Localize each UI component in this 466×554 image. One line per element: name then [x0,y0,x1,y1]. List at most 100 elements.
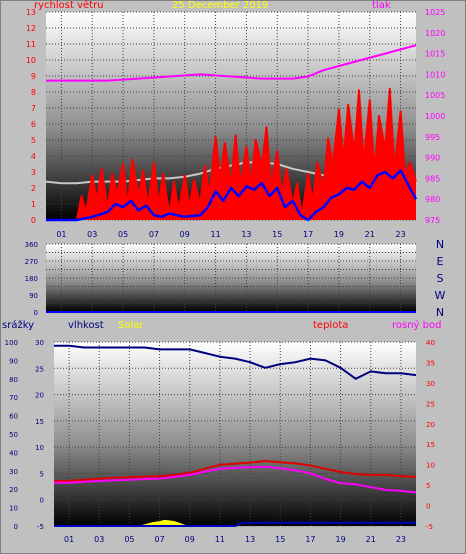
chart1-left-tick-label: 1 [31,200,36,209]
chart3-temp-tick-label: 35 [426,359,435,367]
chart3-x-tick-label: 21 [366,535,376,544]
chart1-left-tick-label: 3 [31,168,36,177]
chart3-x-tick-label: 13 [245,535,255,544]
chart3-humidity-tick-label: 0 [14,523,18,531]
chart3-inner-tick-label: 30 [35,339,44,347]
chart1-x-tick-label: 19 [334,230,344,239]
chart3-inner-tick-label: -5 [37,523,44,531]
chart3-temp-tick-label: 20 [426,421,435,429]
chart1-gust_dark-line [46,169,418,222]
chart3-humidity-tick-label: 10 [9,505,18,513]
chart1-left-axis-label: rychlost větru [34,0,104,11]
chart3-temperature-label: teplota [313,320,349,331]
chart1-left-tick-label: 0 [31,216,36,225]
chart3-humidity-tick-label: 100 [5,339,18,347]
chart1-right-tick-label: 995 [425,133,440,142]
chart1-x-tick-label: 17 [303,230,313,239]
chart3-x-tick-label: 05 [124,535,134,544]
chart3-inner-tick-label: 10 [35,444,44,452]
chart3-humidity-line [54,344,417,380]
chart1-left-tick-label: 7 [31,104,36,113]
chart3-humidity-tick-label: 90 [9,357,18,365]
chart3-humidity-tick-label: 80 [9,376,18,384]
chart2-tick-label: 0 [34,309,38,317]
chart1-right-tick-label: 975 [425,216,440,225]
chart1-x-tick-label: 07 [149,230,159,239]
chart1-right-tick-label: 1015 [425,50,445,59]
chart3-temp-tick-label: 30 [426,380,435,388]
chart3-inner-tick-label: 15 [35,418,44,426]
chart1-right-axis-label: tlak [372,0,391,11]
chart1-right-tick-label: 1010 [425,70,445,79]
chart3-humidity-label: vlhkost [68,320,104,331]
chart3-temp-tick-label: 40 [426,339,435,347]
chart1-left-tick-label: 6 [31,120,36,129]
chart3-humidity-tick-label: 20 [9,486,18,494]
chart1-x-tick-label: 11 [210,230,220,239]
chart2-tick-label: 90 [29,292,38,300]
chart3-x-tick-label: 07 [154,535,164,544]
chart1-x-tick-label: 01 [56,230,66,239]
chart3-x-tick-label: 17 [305,535,315,544]
chart3-inner-tick-label: 0 [40,497,44,505]
chart1-x-tick-label: 21 [365,230,375,239]
chart3-temp-tick-label: 10 [426,462,435,470]
chart1-left-tick-label: 8 [31,88,36,97]
chart2-tick-label: 360 [25,241,38,249]
chart1-left-tick-label: 11 [26,40,36,49]
chart2-plot-area [46,244,416,312]
chart1-left-tick-label: 12 [26,24,36,33]
chart1-x-tick-label: 13 [241,230,251,239]
chart3-temp-tick-label: 15 [426,441,435,449]
chart1-right-tick-label: 990 [425,154,440,163]
chart2-compass-label: W [435,289,446,302]
chart1-right-tick-label: 985 [425,174,440,183]
chart3-inner-tick-label: 20 [35,392,44,400]
chart1-left-tick-label: 13 [26,8,36,17]
chart3-humidity-tick-label: 40 [9,449,18,457]
chart1-wind-area [46,88,416,220]
chart3-solar-label: Solar [118,320,144,331]
chart3-humidity-tick-label: 60 [9,413,18,421]
chart2-compass-label: E [437,255,444,268]
chart3-x-tick-label: 03 [94,535,104,544]
chart2-tick-label: 180 [25,275,38,283]
chart3-x-tick-label: 23 [396,535,406,544]
chart3-temp-tick-label: 25 [426,400,435,408]
chart1-x-tick-label: 09 [180,230,190,239]
chart3-inner-tick-label: 25 [35,365,44,373]
chart1-left-tick-label: 4 [31,152,36,161]
chart3-inner-tick-label: 5 [40,470,44,478]
chart1-x-tick-label: 15 [272,230,282,239]
chart3-dewpoint-label: rosný bod [392,320,442,331]
chart3-rain-label: srážky [2,320,35,331]
chart3-solar-area [54,519,416,526]
chart1-title: 25 December 2019 [172,0,269,11]
chart3-humidity-tick-label: 50 [9,431,18,439]
chart3-plot-area [54,342,416,526]
chart3-humidity-tick-label: 70 [9,394,18,402]
chart1-left-tick-label: 9 [31,72,36,81]
chart1-left-tick-label: 10 [26,56,36,65]
chart1-right-tick-label: 1000 [425,112,445,121]
chart1-right-tick-label: 1025 [425,8,445,17]
chart1-left-tick-label: 2 [31,184,36,193]
chart3-rain-line [54,521,416,527]
chart1-x-tick-label: 05 [118,230,128,239]
chart2-compass-label: N [436,238,444,251]
chart3-dewpoint-line [54,465,417,494]
chart1-right-tick-label: 1020 [425,29,445,38]
chart1-pressure-line [46,44,417,82]
chart3-temp-tick-label: 0 [426,503,430,511]
chart2-compass-label: S [437,272,444,285]
chart3-x-tick-label: 15 [275,535,285,544]
chart3-temp-tick-label: -5 [426,523,433,531]
chart3-x-tick-label: 11 [215,535,225,544]
chart3-x-tick-label: 19 [335,535,345,544]
chart1-x-tick-label: 23 [395,230,405,239]
chart1-wind-line [46,87,417,221]
chart2-tick-label: 270 [25,258,38,266]
chart3-humidity-tick-label: 30 [9,468,18,476]
chart3-temperature-line [54,460,417,482]
